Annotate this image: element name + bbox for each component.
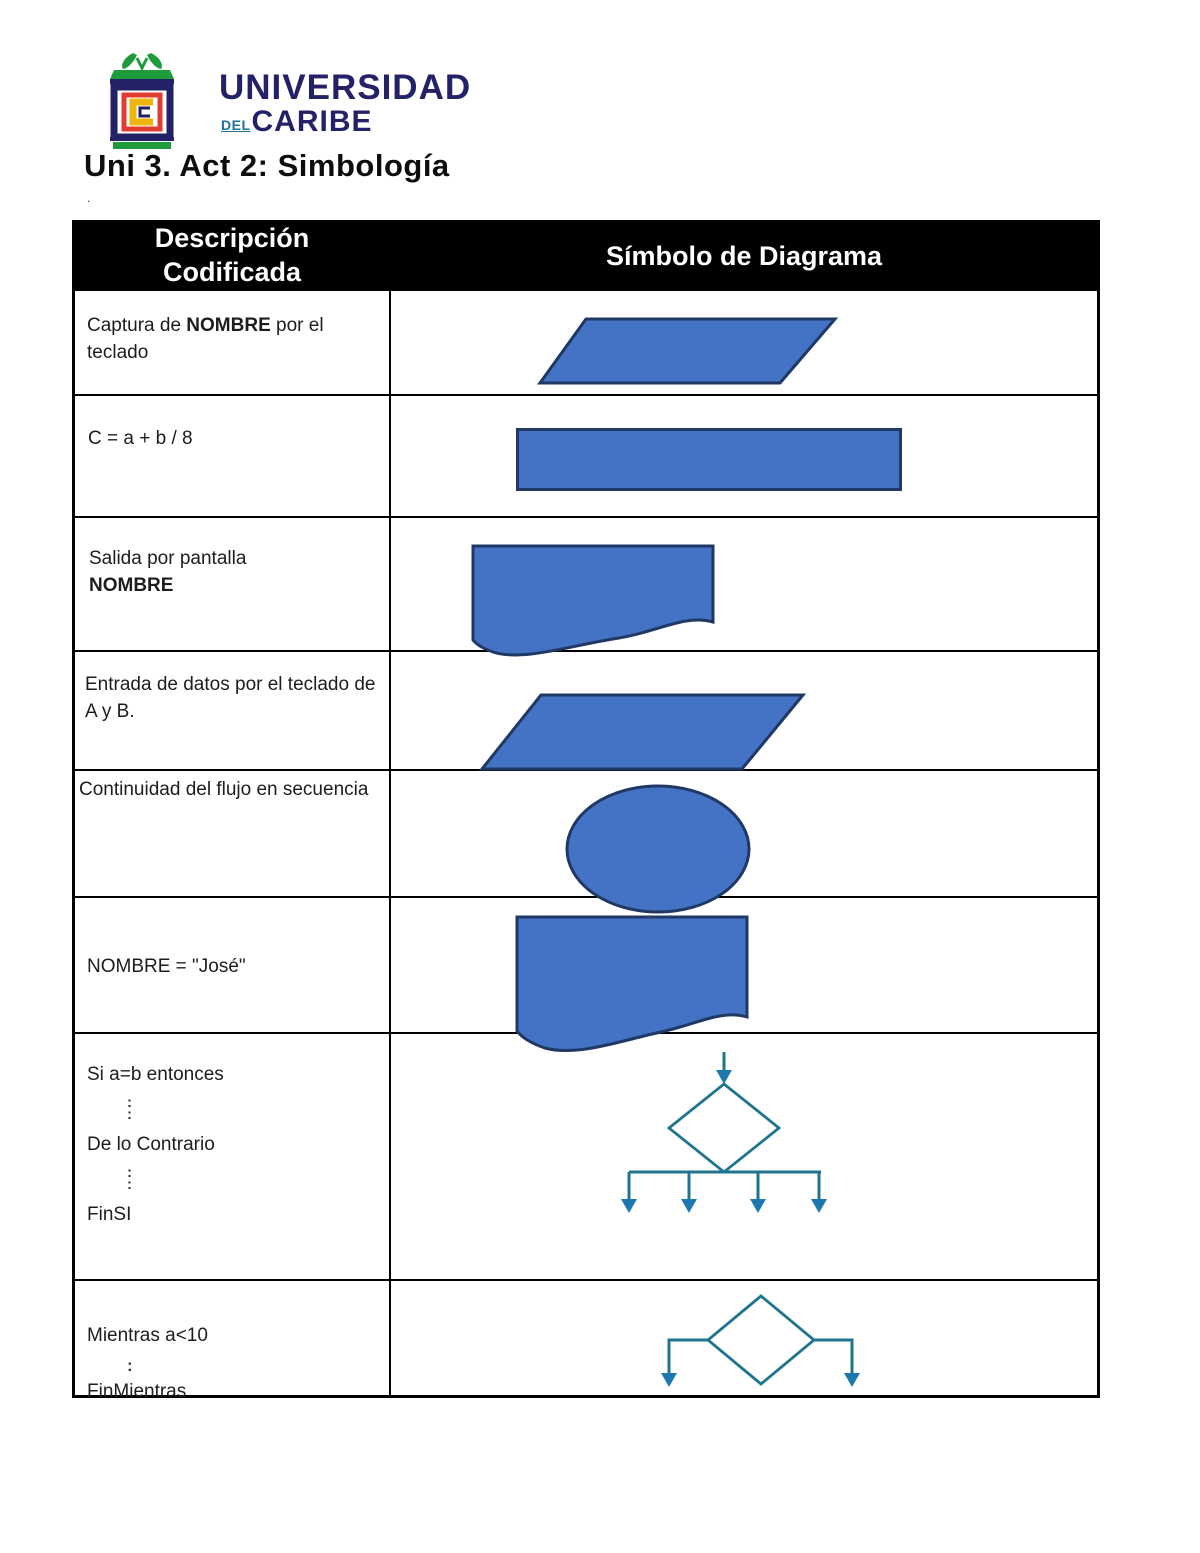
row1-text-suffix: por el teclado xyxy=(87,315,324,363)
symbols-table: Descripción Codificada Símbolo de Diagra… xyxy=(72,220,1100,1402)
table-row-3-symbol xyxy=(391,518,1097,657)
row2-text: C = a + b / 8 xyxy=(88,428,193,449)
row6-text: NOMBRE = "José" xyxy=(87,956,246,977)
table-row-5-desc: Continuidad del flujo en secuencia xyxy=(75,771,391,898)
university-emblem-icon xyxy=(110,53,174,149)
university-logo: UNIVERSIDAD DEL CARIBE xyxy=(84,50,471,156)
row3-text-line1: Salida por pantalla xyxy=(89,548,247,569)
table-row-1-symbol xyxy=(391,291,1097,396)
row8-line1: Mientras a<10 xyxy=(87,1325,208,1346)
university-name: UNIVERSIDAD DEL CARIBE xyxy=(219,68,472,156)
row5-text: Continuidad del flujo en secuencia xyxy=(79,779,369,800)
table-row-4-symbol xyxy=(391,652,1097,771)
header-descripcion: Descripción Codificada xyxy=(75,223,391,291)
io-parallelogram-icon xyxy=(478,693,807,771)
row7-line3: FinSI xyxy=(87,1204,132,1226)
while-loop-diamond-icon xyxy=(661,1294,860,1387)
table-row-2-symbol xyxy=(391,396,1097,518)
table-row-6-symbol xyxy=(391,898,1097,1052)
row8-colon: : xyxy=(127,1355,133,1375)
stray-period: . xyxy=(87,190,91,205)
io-parallelogram-icon xyxy=(537,317,839,385)
table-row-7-desc: Si a=b entonces : : De lo Contrario : : … xyxy=(75,1034,391,1281)
table-row-8-symbol xyxy=(391,1281,1097,1395)
display-document-icon xyxy=(471,544,715,657)
row7-line1: Si a=b entonces xyxy=(87,1064,224,1085)
row8-line2: FinMientras xyxy=(87,1381,187,1403)
table-row-6-desc: NOMBRE = "José" xyxy=(75,898,391,1034)
table-row-2-desc: C = a + b / 8 xyxy=(75,396,391,518)
row7-dots-1: : : xyxy=(127,1093,132,1124)
table-row-4-desc: Entrada de datos por el teclado de A y B… xyxy=(75,652,391,771)
row4-text: Entrada de datos por el teclado de A y B… xyxy=(85,674,376,722)
table-row-1-desc: Captura de NOMBRE por el teclado xyxy=(75,291,391,396)
logo-caribe: CARIBE xyxy=(251,104,373,138)
logo-del: DEL xyxy=(221,116,251,133)
page-title: Uni 3. Act 2: Simbología xyxy=(84,148,450,183)
connector-ellipse-icon xyxy=(565,784,751,914)
header-simbolo: Símbolo de Diagrama xyxy=(391,223,1097,291)
document-icon xyxy=(515,915,749,1052)
table-row-7-symbol xyxy=(391,1034,1097,1281)
table-row-5-symbol xyxy=(391,771,1097,914)
row7-line2: De lo Contrario xyxy=(87,1134,215,1156)
logo-line-universidad: UNIVERSIDAD xyxy=(219,68,472,107)
decision-diamond-branches-icon xyxy=(621,1052,827,1213)
row1-text-bold: NOMBRE xyxy=(186,315,271,336)
row7-dots-2: : : xyxy=(127,1163,132,1194)
row3-text-line2: NOMBRE xyxy=(89,574,174,596)
row1-text-prefix: Captura de xyxy=(87,315,187,336)
header-simbolo-label: Símbolo de Diagrama xyxy=(605,240,883,271)
header-descripcion-label: Descripción Codificada xyxy=(154,223,310,287)
process-rectangle-icon xyxy=(516,428,902,491)
table-row-3-desc: Salida por pantalla NOMBRE xyxy=(75,518,391,652)
table-row-8-desc: Mientras a<10 : FinMientras xyxy=(75,1281,391,1402)
